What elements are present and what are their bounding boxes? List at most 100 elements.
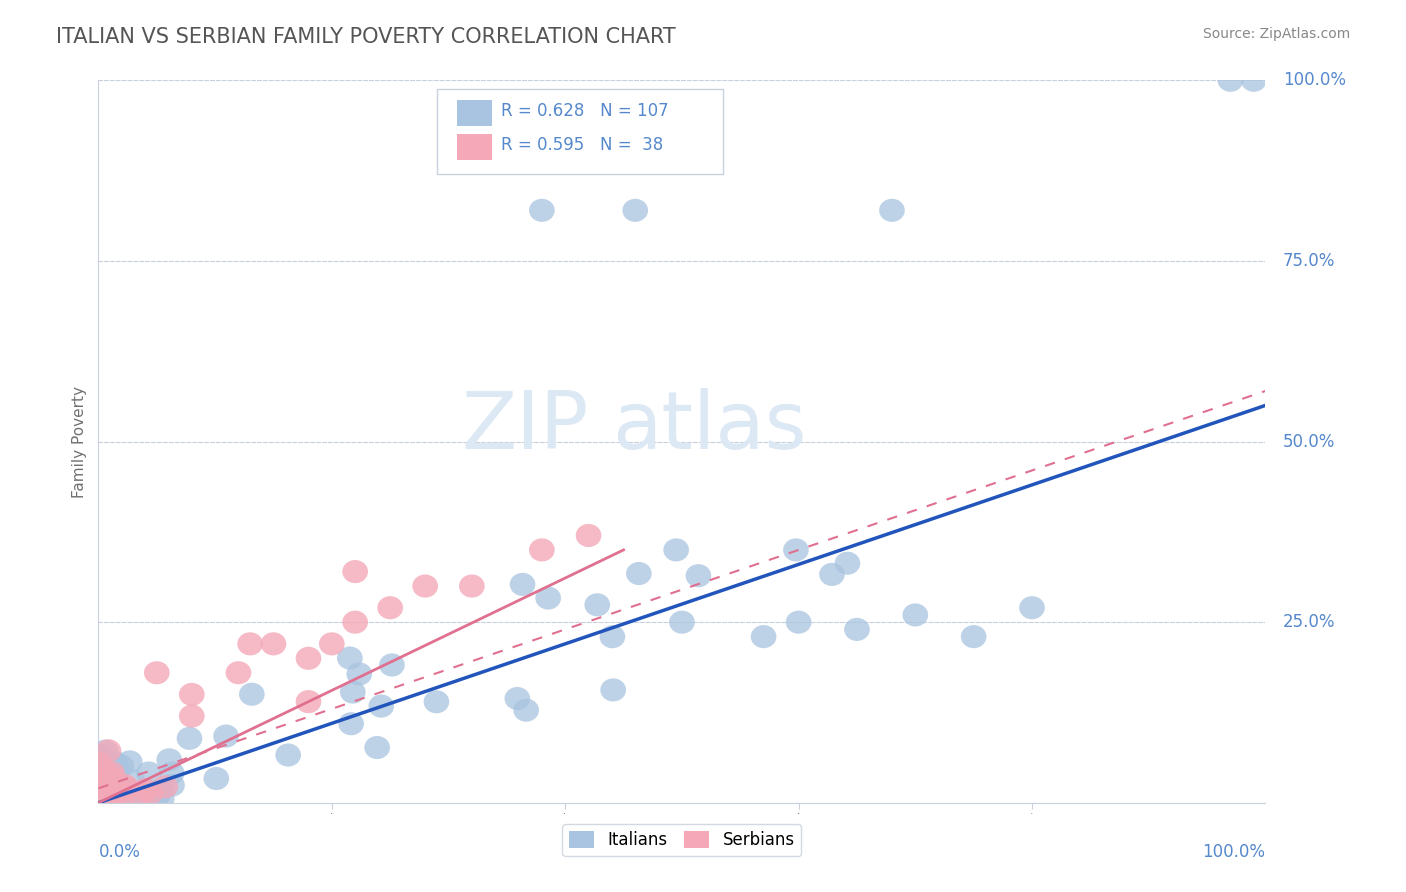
Ellipse shape — [177, 727, 202, 750]
Ellipse shape — [87, 766, 114, 789]
Ellipse shape — [903, 603, 928, 626]
Ellipse shape — [87, 756, 112, 779]
Ellipse shape — [529, 539, 555, 561]
Ellipse shape — [276, 743, 301, 766]
Text: 0.0%: 0.0% — [98, 843, 141, 861]
Ellipse shape — [87, 752, 112, 775]
Ellipse shape — [104, 787, 131, 810]
Ellipse shape — [152, 775, 179, 798]
Text: 100.0%: 100.0% — [1202, 843, 1265, 861]
Ellipse shape — [111, 789, 138, 812]
Text: 50.0%: 50.0% — [1282, 433, 1336, 450]
Text: atlas: atlas — [612, 388, 806, 467]
Ellipse shape — [879, 199, 905, 222]
Ellipse shape — [104, 791, 131, 814]
Ellipse shape — [1019, 596, 1045, 619]
Ellipse shape — [835, 551, 860, 574]
Ellipse shape — [599, 625, 626, 648]
Bar — [457, 134, 492, 160]
Text: 100.0%: 100.0% — [1282, 71, 1346, 89]
Text: 75.0%: 75.0% — [1282, 252, 1336, 270]
Ellipse shape — [98, 761, 125, 784]
Ellipse shape — [783, 539, 808, 561]
Ellipse shape — [156, 748, 181, 772]
Ellipse shape — [101, 772, 127, 796]
Ellipse shape — [179, 705, 205, 728]
Ellipse shape — [96, 776, 121, 799]
Ellipse shape — [91, 786, 117, 809]
Ellipse shape — [121, 786, 146, 809]
Ellipse shape — [93, 787, 118, 810]
Ellipse shape — [120, 769, 145, 792]
Ellipse shape — [112, 774, 138, 797]
Ellipse shape — [214, 724, 239, 747]
Ellipse shape — [89, 769, 115, 792]
Ellipse shape — [260, 632, 287, 656]
Ellipse shape — [105, 781, 131, 805]
Ellipse shape — [94, 781, 120, 805]
Ellipse shape — [134, 789, 159, 813]
Ellipse shape — [101, 788, 127, 811]
Text: R = 0.628   N = 107: R = 0.628 N = 107 — [501, 103, 669, 120]
Ellipse shape — [364, 736, 389, 759]
Ellipse shape — [96, 764, 121, 788]
Ellipse shape — [412, 574, 439, 598]
Ellipse shape — [110, 787, 135, 810]
FancyBboxPatch shape — [437, 89, 723, 174]
Ellipse shape — [295, 647, 322, 670]
Ellipse shape — [346, 663, 373, 686]
Ellipse shape — [87, 784, 112, 807]
Ellipse shape — [90, 784, 115, 807]
Ellipse shape — [87, 783, 112, 806]
Ellipse shape — [118, 779, 143, 802]
Y-axis label: Family Poverty: Family Poverty — [72, 385, 87, 498]
Ellipse shape — [122, 789, 148, 812]
Ellipse shape — [93, 781, 120, 805]
Ellipse shape — [145, 784, 170, 807]
Bar — [457, 100, 492, 126]
Ellipse shape — [225, 661, 252, 684]
Ellipse shape — [114, 777, 139, 800]
Ellipse shape — [575, 524, 602, 547]
Ellipse shape — [90, 773, 115, 796]
Ellipse shape — [93, 768, 120, 790]
Ellipse shape — [105, 790, 131, 814]
Ellipse shape — [90, 772, 115, 796]
Ellipse shape — [124, 784, 149, 807]
Text: 25.0%: 25.0% — [1282, 613, 1336, 632]
Ellipse shape — [149, 788, 174, 810]
Ellipse shape — [101, 781, 127, 805]
Ellipse shape — [132, 778, 157, 801]
Ellipse shape — [960, 625, 987, 648]
Ellipse shape — [319, 632, 344, 656]
Ellipse shape — [179, 683, 205, 706]
Ellipse shape — [94, 784, 121, 807]
Ellipse shape — [136, 762, 162, 785]
Ellipse shape — [159, 762, 184, 785]
Ellipse shape — [342, 560, 368, 583]
Ellipse shape — [600, 679, 626, 701]
Ellipse shape — [786, 611, 811, 633]
Ellipse shape — [340, 681, 366, 704]
Ellipse shape — [96, 781, 121, 805]
Ellipse shape — [90, 777, 115, 800]
Ellipse shape — [94, 779, 120, 801]
Ellipse shape — [87, 764, 112, 788]
Ellipse shape — [128, 789, 153, 813]
Ellipse shape — [339, 712, 364, 735]
Ellipse shape — [128, 783, 153, 806]
Ellipse shape — [513, 698, 538, 722]
Ellipse shape — [380, 654, 405, 676]
Ellipse shape — [87, 781, 112, 805]
Ellipse shape — [105, 783, 131, 806]
Ellipse shape — [139, 781, 165, 805]
Ellipse shape — [844, 618, 870, 641]
Ellipse shape — [97, 752, 124, 775]
Ellipse shape — [87, 743, 112, 766]
Ellipse shape — [100, 788, 125, 811]
Ellipse shape — [98, 789, 124, 813]
Text: ITALIAN VS SERBIAN FAMILY POVERTY CORRELATION CHART: ITALIAN VS SERBIAN FAMILY POVERTY CORREL… — [56, 27, 676, 46]
Ellipse shape — [159, 773, 184, 797]
Ellipse shape — [101, 768, 128, 791]
Ellipse shape — [623, 199, 648, 222]
